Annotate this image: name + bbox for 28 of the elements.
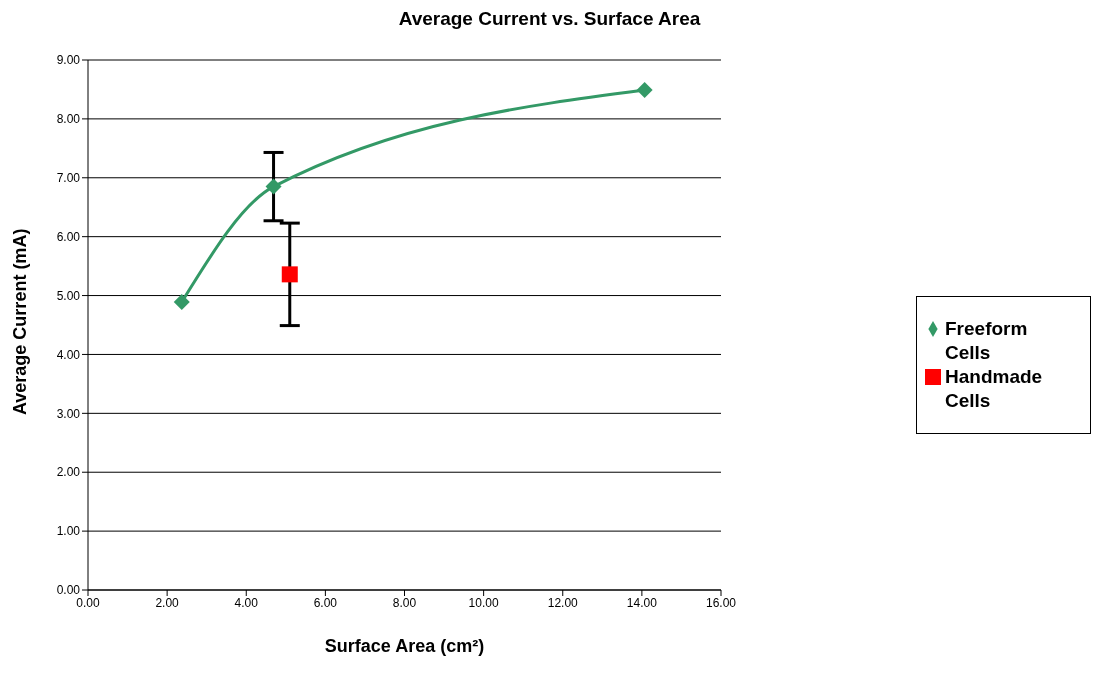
y-tick-label: 7.00 bbox=[56, 171, 81, 186]
x-tick-label: 16.00 bbox=[705, 595, 737, 610]
y-tick-label: 9.00 bbox=[56, 53, 81, 68]
x-tick-label: 2.00 bbox=[155, 595, 180, 610]
y-tick-label: 4.00 bbox=[56, 347, 81, 362]
chart-title: Average Current vs. Surface Area bbox=[397, 8, 702, 30]
legend-label: Freeform Cells bbox=[945, 317, 1029, 365]
x-tick-label: 4.00 bbox=[234, 595, 259, 610]
legend-label: Handmade Cells bbox=[945, 365, 1044, 413]
x-tick-label: 6.00 bbox=[313, 595, 338, 610]
x-axis-title: Surface Area (cm²) bbox=[324, 636, 485, 656]
point bbox=[636, 82, 653, 99]
point bbox=[281, 266, 298, 283]
x-tick-label: 14.00 bbox=[626, 595, 658, 610]
y-tick-label: 1.00 bbox=[56, 524, 81, 539]
y-tick-label: 8.00 bbox=[56, 112, 81, 127]
x-tick-label: 8.00 bbox=[392, 595, 417, 610]
y-axis-title: Average Current (mA) bbox=[10, 228, 31, 415]
y-tick-label: 0.00 bbox=[56, 583, 81, 598]
y-tick-label: 5.00 bbox=[56, 288, 81, 303]
point bbox=[265, 178, 282, 195]
point bbox=[173, 294, 190, 311]
y-tick-label: 2.00 bbox=[56, 465, 81, 480]
x-tick-label: 0.00 bbox=[76, 595, 100, 610]
x-tick-label: 12.00 bbox=[547, 595, 579, 610]
x-tick-label: 10.00 bbox=[468, 595, 499, 610]
y-tick-label: 6.00 bbox=[56, 229, 81, 244]
y-tick-label: 3.00 bbox=[56, 406, 81, 421]
